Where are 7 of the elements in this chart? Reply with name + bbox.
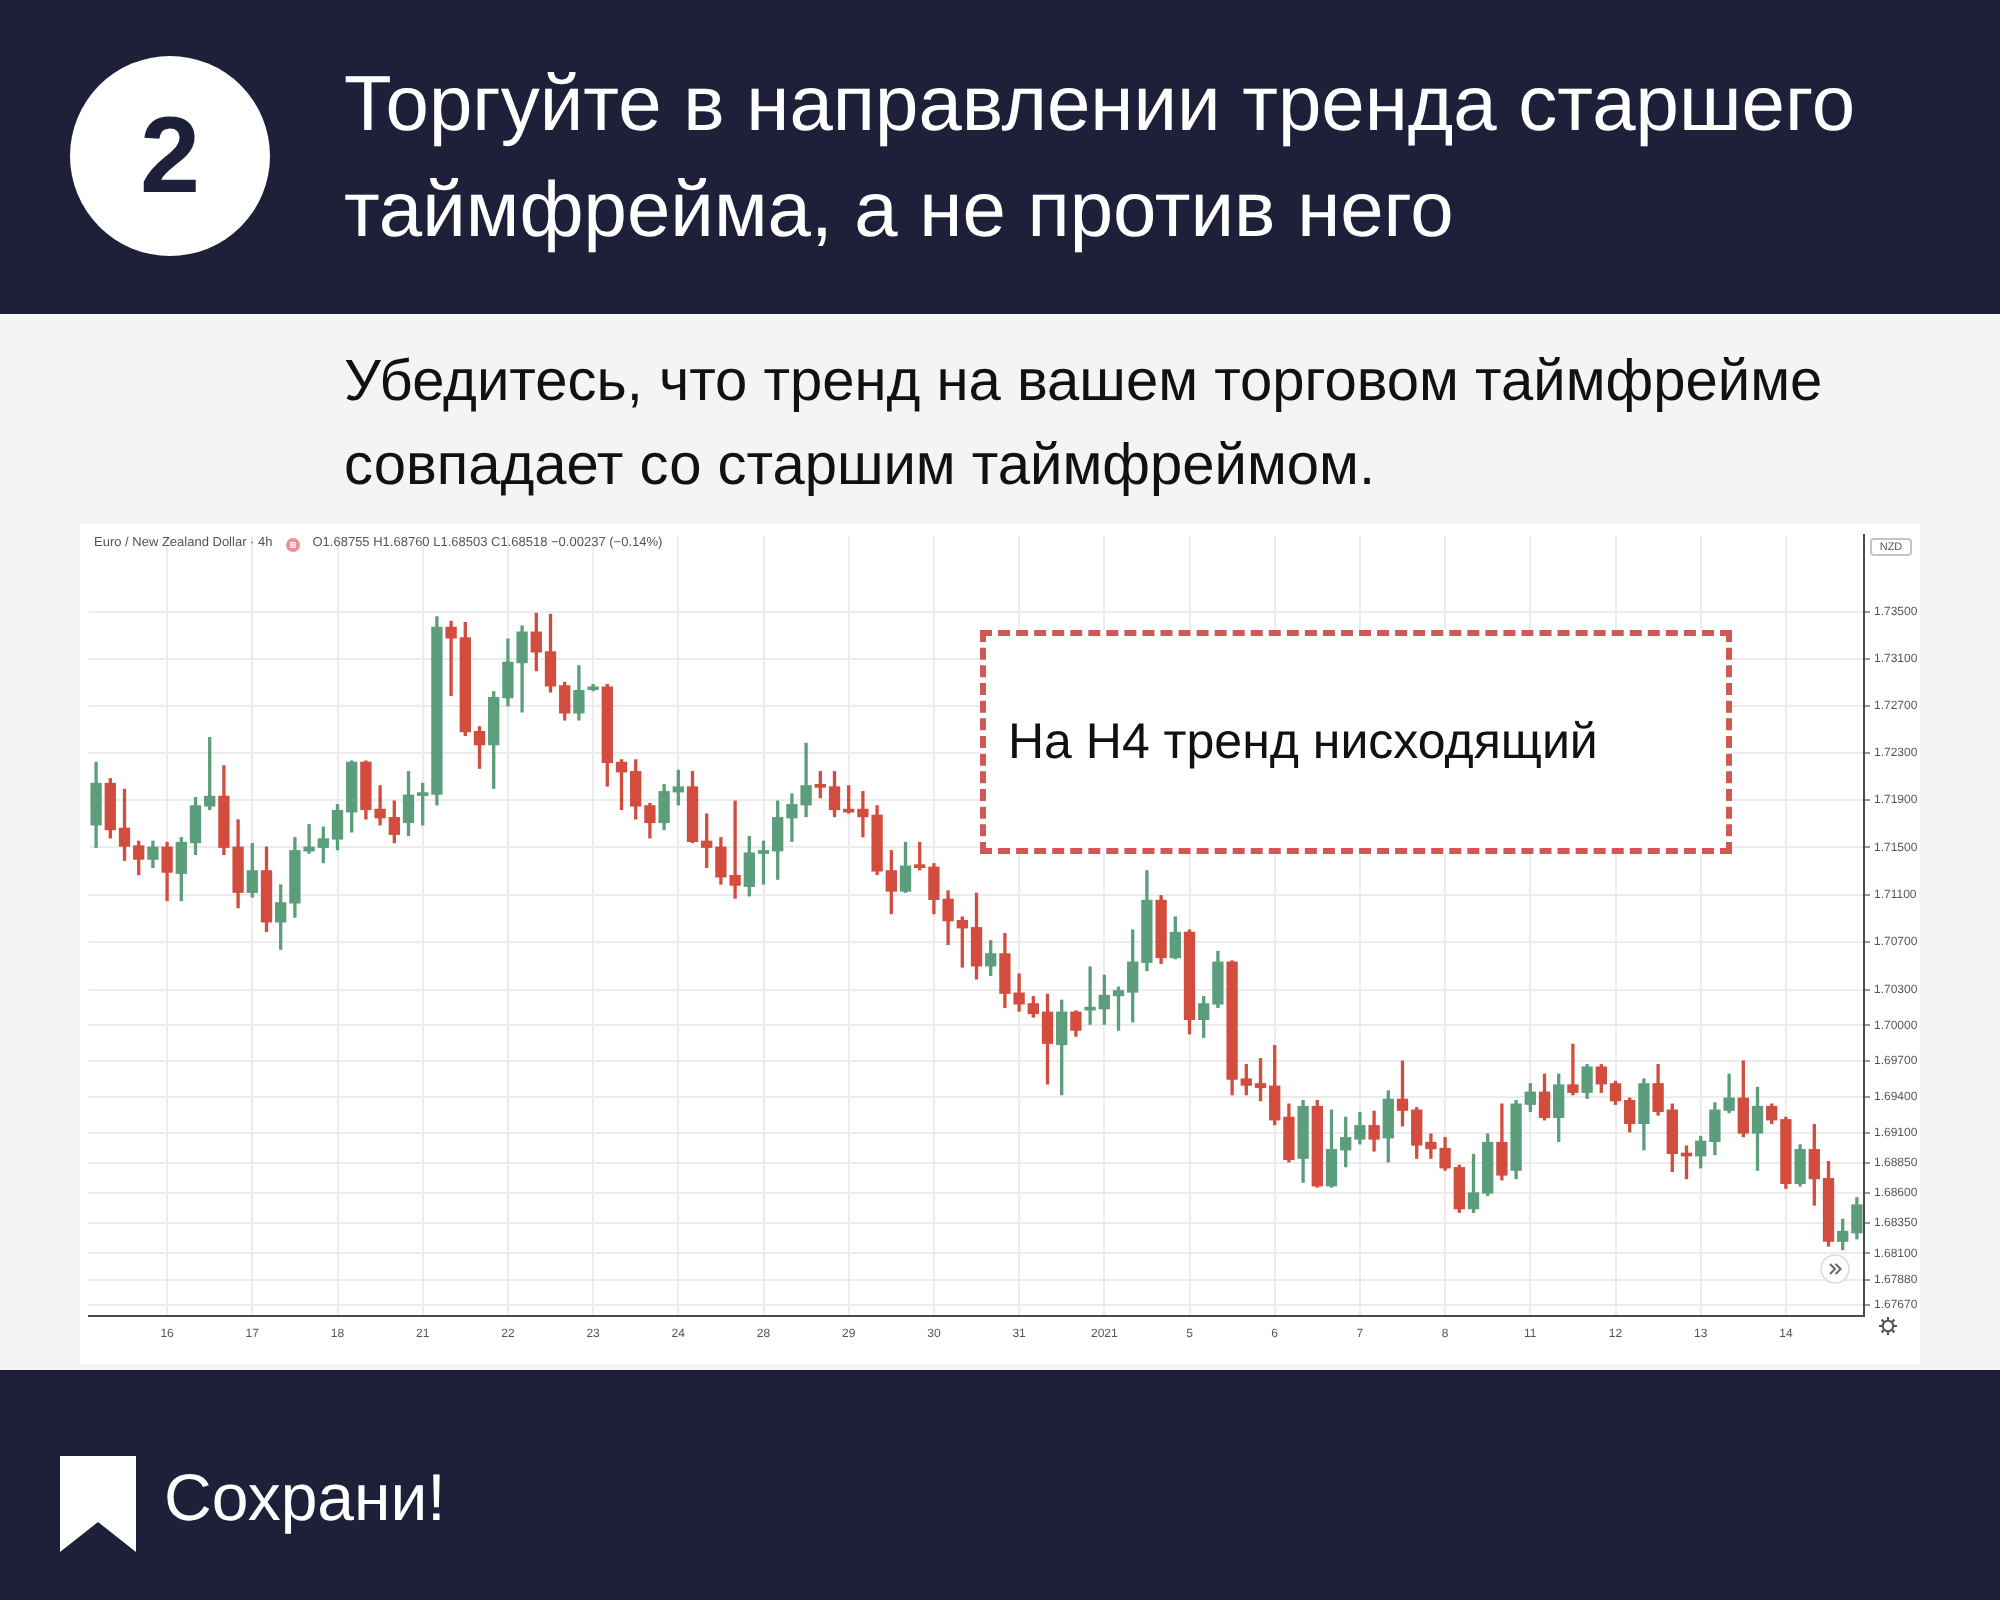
chart-subtitle: Убедитесь, что тренд на вашем торговом таймфрейме совпадает со старшим таймфреймом. bbox=[344, 348, 1825, 502]
text: Сохрани! bbox=[164, 1458, 446, 1538]
candlestick bbox=[1567, 1043, 1579, 1096]
chart-title: Торгуйте в направлении тренда старшего таймфрейма, а не против него bbox=[344, 60, 1858, 258]
dashed-frame: На H4 тренд нисходящий bbox=[980, 630, 1732, 854]
annotation: На H4 тренд нисходящий bbox=[1008, 713, 1598, 771]
number-badge: 2 bbox=[70, 56, 270, 256]
